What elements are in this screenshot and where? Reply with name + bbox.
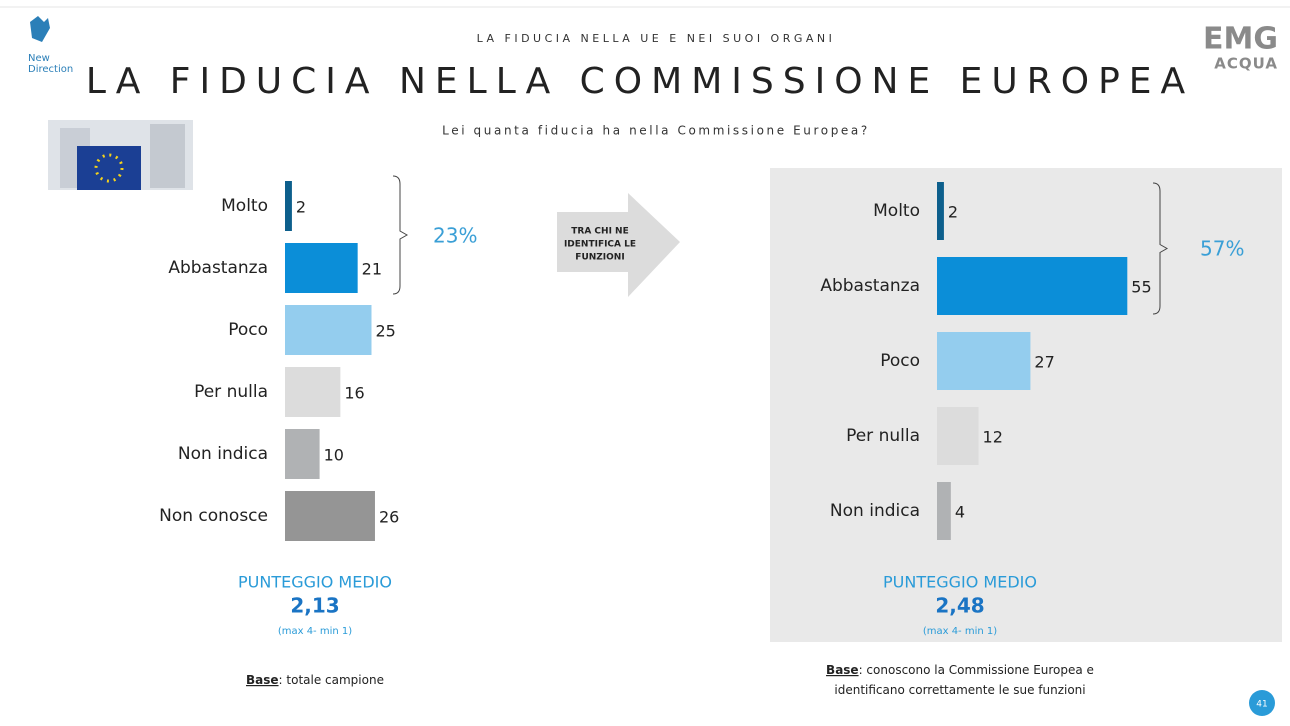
value-label: 26 bbox=[379, 508, 399, 527]
category-label: Per nulla bbox=[194, 382, 268, 402]
value-label: 4 bbox=[955, 503, 965, 522]
score-title: PUNTEGGIO MEDIO bbox=[883, 573, 1037, 592]
score-note: (max 4- min 1) bbox=[923, 626, 997, 637]
eu-image bbox=[48, 120, 193, 190]
logo-text: New bbox=[28, 53, 50, 64]
bar bbox=[937, 257, 1128, 315]
score: 2,48 bbox=[935, 594, 984, 618]
value-label: 21 bbox=[362, 260, 382, 279]
value-label: 2 bbox=[948, 203, 958, 222]
category-label: Molto bbox=[873, 201, 920, 221]
arrow bbox=[557, 193, 680, 297]
category-label: Abbastanza bbox=[168, 258, 268, 278]
score: 2,13 bbox=[290, 594, 339, 618]
building bbox=[150, 124, 185, 188]
bar bbox=[285, 367, 341, 417]
category-label: Non indica bbox=[178, 444, 268, 464]
logo-text: Direction bbox=[28, 64, 73, 75]
value-label: 25 bbox=[376, 322, 396, 341]
base-note: Base: totale campione bbox=[246, 673, 384, 687]
bar bbox=[285, 305, 372, 355]
score-title: PUNTEGGIO MEDIO bbox=[238, 573, 392, 592]
base-text: : totale campione bbox=[279, 673, 384, 687]
page-number: 41 bbox=[1256, 700, 1267, 710]
arrow-text: IDENTIFICA LE bbox=[564, 240, 636, 250]
eu-flag bbox=[77, 146, 141, 190]
bar bbox=[937, 182, 944, 240]
section-title: LA FIDUCIA NELLA UE E NEI SUOI ORGANI bbox=[477, 32, 836, 45]
base-label: Base bbox=[826, 663, 859, 677]
base-text: : conoscono la Commissione Europea e bbox=[859, 663, 1094, 677]
value-label: 12 bbox=[983, 428, 1003, 447]
category-label: Poco bbox=[228, 320, 268, 340]
value-label: 2 bbox=[296, 198, 306, 217]
page-badge bbox=[1249, 690, 1275, 716]
base-note: Base: conoscono la Commissione Europea e bbox=[826, 663, 1094, 677]
bar bbox=[937, 482, 951, 540]
bar bbox=[285, 181, 292, 231]
logo-mark bbox=[30, 16, 50, 42]
bar bbox=[285, 243, 358, 293]
bracket-label: 23% bbox=[433, 224, 477, 248]
score-note: (max 4- min 1) bbox=[278, 626, 352, 637]
bar bbox=[937, 407, 979, 465]
bracket-label: 57% bbox=[1200, 237, 1244, 261]
value-label: 55 bbox=[1131, 278, 1151, 297]
slide-title: LA FIDUCIA NELLA COMMISSIONE EUROPEA bbox=[86, 61, 1194, 102]
base-label: Base bbox=[246, 673, 279, 687]
logo-right: ACQUA bbox=[1214, 55, 1278, 73]
value-label: 16 bbox=[344, 384, 364, 403]
bracket bbox=[1152, 182, 1169, 315]
logo-left: New Direction bbox=[28, 16, 73, 75]
eu-stars bbox=[94, 153, 124, 183]
arrow-text: FUNZIONI bbox=[575, 253, 624, 263]
value-label: 27 bbox=[1034, 353, 1054, 372]
value-label: 10 bbox=[324, 446, 344, 465]
category-label: Poco bbox=[880, 351, 920, 371]
bar bbox=[285, 491, 375, 541]
bar bbox=[285, 429, 320, 479]
category-label: Per nulla bbox=[846, 426, 920, 446]
question: Lei quanta fiducia ha nella Commissione … bbox=[442, 124, 870, 138]
category-label: Molto bbox=[221, 196, 268, 216]
panel-background bbox=[770, 168, 1282, 642]
logo-right: EMG bbox=[1203, 22, 1278, 57]
bar bbox=[937, 332, 1031, 390]
category-label: Non conosce bbox=[159, 506, 268, 526]
bracket bbox=[392, 175, 409, 295]
arrow-text: TRA CHI NE bbox=[571, 227, 628, 237]
base-note: identificano correttamente le sue funzio… bbox=[834, 683, 1085, 697]
category-label: Abbastanza bbox=[820, 276, 920, 296]
base-text: identificano correttamente le sue funzio… bbox=[834, 683, 1085, 697]
category-label: Non indica bbox=[830, 501, 920, 521]
